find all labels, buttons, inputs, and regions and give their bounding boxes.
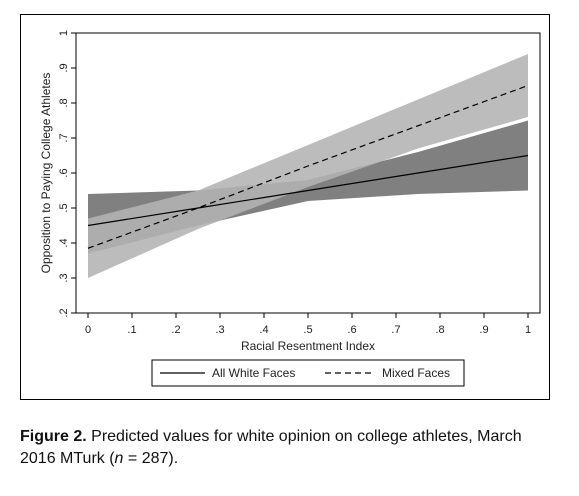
x-tick-label: .5 bbox=[303, 324, 312, 336]
caption-n-symbol: n bbox=[114, 450, 124, 467]
x-tick-label: .4 bbox=[259, 324, 268, 336]
y-tick-label: .2 bbox=[58, 308, 70, 317]
caption-label: Figure 2. bbox=[20, 428, 87, 445]
legend: All White Faces Mixed Faces bbox=[151, 359, 465, 387]
x-tick-label: .3 bbox=[215, 324, 224, 336]
x-tick-label: .7 bbox=[391, 324, 400, 336]
y-tick-label: .3 bbox=[58, 273, 70, 282]
y-axis-title: Opposition to Paying College Athletes bbox=[39, 73, 53, 274]
x-tick-label: .2 bbox=[171, 324, 180, 336]
y-tick-label: .4 bbox=[58, 238, 70, 247]
x-tick-label: .6 bbox=[347, 324, 356, 336]
x-tick-label: .9 bbox=[479, 324, 488, 336]
x-tick-label: .8 bbox=[435, 324, 444, 336]
x-tick-label: 1 bbox=[525, 324, 531, 336]
chart-svg: 0 .1 .2 .3 .4 .5 .6 .7 .8 .9 1 .2 .3 .4 .5 .6 .7 .8 .9 1 R… bbox=[39, 30, 541, 387]
figure-caption: Figure 2. Predicted values for white opi… bbox=[20, 426, 560, 470]
y-tick-label: .8 bbox=[58, 98, 70, 107]
y-tick-label: .7 bbox=[58, 133, 70, 142]
x-tick-label: 0 bbox=[85, 324, 91, 336]
series-line-all-white-faces bbox=[87, 154, 529, 227]
y-tick-label: .5 bbox=[58, 203, 70, 212]
legend-label-mixed-faces: Mixed Faces bbox=[382, 366, 450, 380]
x-tick-label: .1 bbox=[127, 324, 136, 336]
caption-text-before: Predicted values for white opinion on co… bbox=[20, 428, 522, 467]
series-line-mixed-faces bbox=[87, 84, 529, 249]
x-axis-title: Racial Resentment Index bbox=[241, 339, 375, 353]
caption-text-after: = 287). bbox=[123, 450, 179, 467]
y-tick-label: 1 bbox=[58, 30, 70, 36]
y-tick-label: .9 bbox=[58, 63, 70, 72]
legend-label-all-white-faces: All White Faces bbox=[212, 366, 295, 380]
y-tick-label: .6 bbox=[58, 168, 70, 177]
